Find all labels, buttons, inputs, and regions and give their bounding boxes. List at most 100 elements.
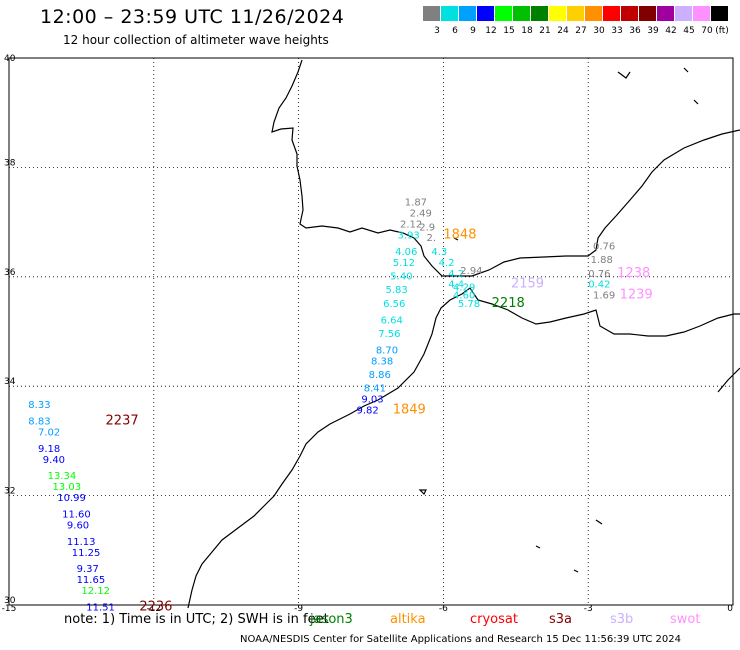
legend-label: 27 [575, 26, 587, 36]
wave-height-label: 11.25 [72, 548, 101, 559]
legend-swatch [549, 6, 566, 21]
island-5 [573, 569, 579, 573]
balearic-2 [683, 67, 689, 73]
note-text: note: 1) Time is in UTC; 2) SWH is in fe… [64, 612, 329, 627]
wave-height-label: 5.83 [385, 285, 407, 296]
mission-altika: altika [390, 612, 426, 627]
island-1 [453, 237, 459, 241]
pass-time-label: 2218 [492, 296, 525, 311]
legend-label: 30 [593, 26, 605, 36]
wave-height-label: 10.99 [57, 493, 86, 504]
wave-height-label: 5.78 [458, 299, 480, 310]
wave-height-label: 9.60 [67, 520, 89, 531]
wave-height-label: 4.2 [448, 269, 464, 280]
wave-height-label: 7.02 [38, 427, 60, 438]
footer-credit: NOAA/NESDIS Center for Satellite Applica… [240, 634, 682, 645]
axis-labels: 40 38 36 34 32 30-15 -12 -9 -6 -3 0 [2, 54, 734, 614]
wave-height-label: 2.9 [419, 222, 435, 233]
legend-label: 24 [557, 26, 569, 36]
coastline-north-africa [469, 287, 740, 337]
legend-label: 3 [434, 26, 440, 36]
lon-label: -3 [584, 604, 593, 614]
legend-swatch [603, 6, 620, 21]
wave-height-label: 11.13 [67, 537, 96, 548]
balearic-1 [693, 99, 699, 105]
wave-height-label: 8.38 [371, 356, 393, 367]
legend-label: 6 [452, 26, 458, 36]
mission-s3a: s3a [549, 612, 573, 627]
legend-swatch [477, 6, 494, 21]
wave-height-label: 4.2 [439, 258, 455, 269]
graticule [8, 57, 734, 606]
wave-height-label: 4.3 [431, 247, 447, 258]
lat-label: 34 [4, 377, 16, 387]
wave-height-label: 1.69 [593, 291, 615, 302]
island-4 [535, 545, 541, 549]
pass-time-label: 1849 [393, 403, 426, 418]
wave-height-label: 0.76 [588, 269, 610, 280]
wave-height-label: 13.34 [48, 471, 77, 482]
legend-label: 45 [683, 26, 695, 36]
wave-height-label: 2.94 [460, 266, 482, 277]
lon-label: -15 [2, 604, 17, 614]
legend-swatch [531, 6, 548, 21]
lon-label: -12 [146, 604, 161, 614]
wave-height-label: 0.76 [593, 241, 615, 252]
map-frame [8, 57, 734, 606]
legend-swatch [657, 6, 674, 21]
wave-height-label: 4.4 [448, 280, 464, 291]
wave-height-label: 2.12 [400, 220, 422, 231]
legend-swatch [585, 6, 602, 21]
lon-label: -9 [294, 604, 303, 614]
wave-height-label: 4.60 [453, 291, 475, 302]
pass-time-label: 1239 [620, 288, 653, 303]
legend-label: 39 [647, 26, 659, 36]
wave-height-label: 0.42 [588, 280, 610, 291]
legend-swatch [459, 6, 476, 21]
lat-label: 40 [4, 54, 16, 64]
wave-height-label: 4.06 [395, 247, 417, 258]
wave-height-label: 12.12 [81, 586, 110, 597]
wave-height-label: 9.03 [361, 395, 383, 406]
legend-label: 42 [665, 26, 677, 36]
legend-swatch [639, 6, 656, 21]
wave-height-label: 6.64 [381, 315, 403, 326]
wave-height-label: 11.60 [62, 509, 91, 520]
legend-label: 18 [521, 26, 533, 36]
wave-height-label: 8.41 [364, 384, 386, 395]
legend-label: 21 [539, 26, 551, 36]
legend-swatch [711, 6, 728, 21]
wave-height-label: 7.56 [378, 329, 400, 340]
pass-time-label: 2237 [106, 413, 139, 428]
legend-swatch [675, 6, 692, 21]
balearic-3 [617, 71, 631, 79]
wave-height-label: 6.56 [383, 299, 405, 310]
wave-height-label: 3.93 [398, 231, 420, 242]
legend-label: 33 [611, 26, 623, 36]
wave-height-label: 8.83 [28, 416, 50, 427]
island-2 [418, 489, 427, 496]
mission-s3b: s3b [610, 612, 634, 627]
wave-height-label: 9.37 [77, 564, 99, 575]
pass-time-label: 2159 [511, 277, 544, 292]
legend-label: 36 [629, 26, 641, 36]
mission-jason3: jason3 [310, 612, 353, 627]
wave-height-label: 13.03 [52, 482, 81, 493]
coastline [187, 59, 740, 609]
wave-height-label: 8.33 [28, 400, 50, 411]
legend-swatch [495, 6, 512, 21]
lat-label: 36 [4, 268, 16, 278]
lon-label: 0 [727, 604, 733, 614]
wave-height-label: 9.82 [357, 406, 379, 417]
wave-height-label: 8.70 [376, 345, 398, 356]
legend-label: 9 [470, 26, 476, 36]
mission-swot: swot [670, 612, 701, 627]
coastline-iberia [271, 59, 740, 277]
wave-height-label: 1.88 [591, 255, 613, 266]
lat-label: 38 [4, 158, 16, 168]
map-title: 12:00 – 23:59 UTC 11/26/2024 [40, 6, 345, 28]
pass-time-label: 1238 [617, 266, 650, 281]
legend-swatch [621, 6, 638, 21]
legend-swatch [423, 6, 440, 21]
